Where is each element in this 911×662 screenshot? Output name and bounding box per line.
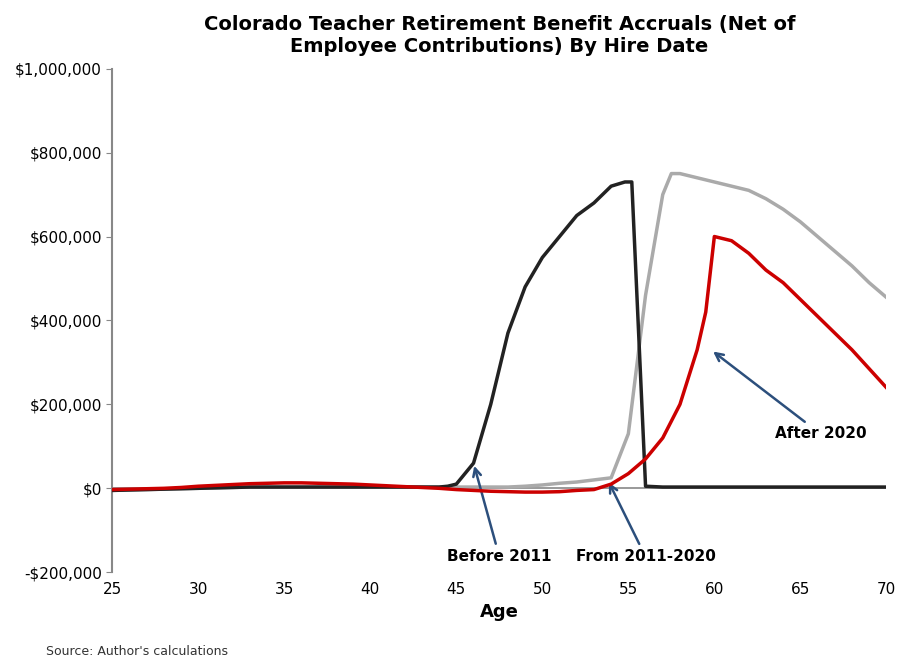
Text: Before 2011: Before 2011 xyxy=(447,469,551,564)
X-axis label: Age: Age xyxy=(480,602,518,620)
Text: After 2020: After 2020 xyxy=(715,354,866,442)
Text: Source: Author's calculations: Source: Author's calculations xyxy=(46,645,228,659)
Text: From 2011-2020: From 2011-2020 xyxy=(576,485,715,564)
Title: Colorado Teacher Retirement Benefit Accruals (Net of
Employee Contributions) By : Colorado Teacher Retirement Benefit Accr… xyxy=(203,15,795,56)
